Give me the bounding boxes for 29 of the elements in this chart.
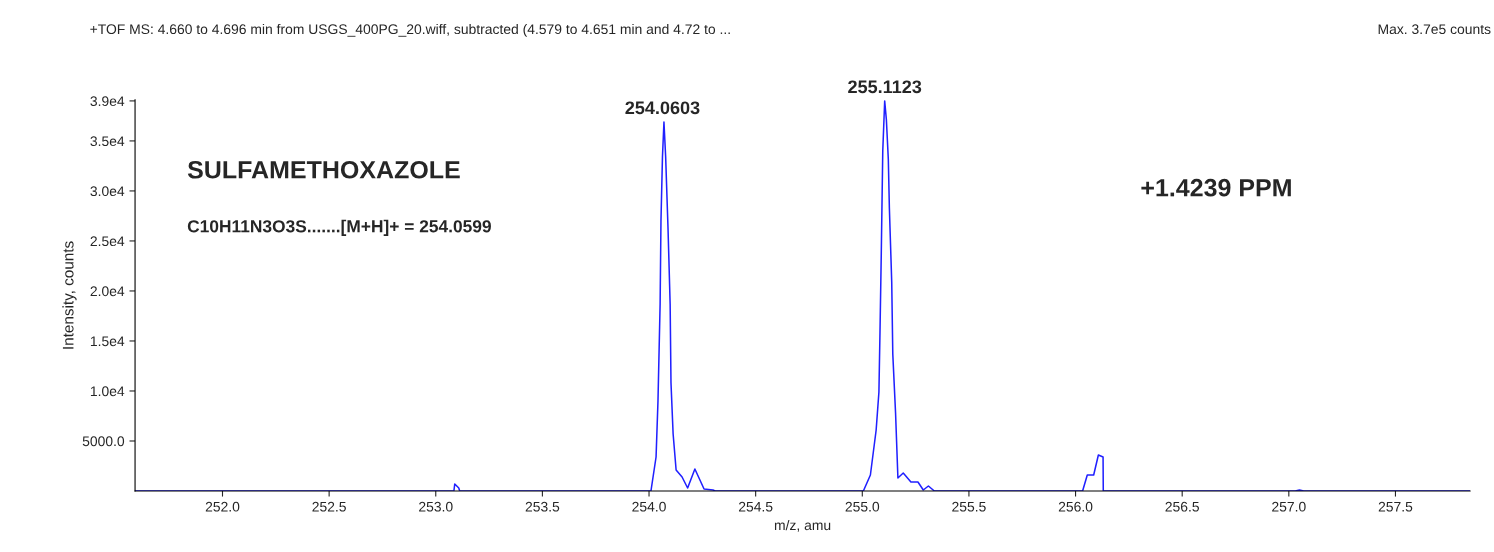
x-tick-label: 252.0	[205, 501, 240, 512]
y-axis-title: Intensity, counts	[62, 241, 77, 349]
x-tick-label: 256.0	[1058, 501, 1093, 512]
annotation: 255.1123	[848, 80, 922, 94]
chart-subtitle: Max. 3.7e5 counts	[1378, 24, 1491, 35]
y-tick-label: 2.0e4	[90, 286, 125, 297]
x-tick-label: 257.5	[1378, 501, 1413, 512]
annotation: 254.0603	[625, 101, 700, 115]
x-tick-label: 254.5	[738, 501, 773, 512]
chart-title: +TOF MS: 4.660 to 4.696 min from USGS_400PG_20.wiff, subtracted (4.579 to 4.651 min and 4.72 to ...	[90, 23, 730, 37]
x-tick-label: 253.5	[525, 501, 560, 512]
x-tick-label: 254.0	[632, 501, 666, 512]
x-tick-label: 255.5	[952, 501, 986, 512]
x-tick-label: 257.0	[1272, 501, 1306, 512]
annotation: +1.4239 PPM	[1141, 178, 1291, 197]
x-tick-label: 255.0	[845, 501, 880, 512]
y-tick-label: 5000.0	[82, 436, 125, 447]
y-tick-label: 1.5e4	[90, 336, 125, 347]
x-tick-label: 253.0	[419, 501, 453, 512]
x-tick-label: 256.5	[1165, 501, 1199, 512]
y-tick-label: 2.5e4	[90, 236, 125, 247]
y-tick-label: 3.0e4	[90, 186, 125, 197]
y-tick-label: 1.0e4	[90, 386, 125, 397]
x-axis-title: m/z, amu	[774, 519, 831, 532]
y-tick-label: 3.5e4	[90, 136, 125, 147]
y-tick-label: 3.9e4	[90, 96, 125, 107]
annotation: SULFAMETHOXAZOLE	[187, 160, 460, 179]
x-tick-label: 252.5	[312, 501, 346, 512]
annotation: C10H11N3O3S.......[M+H]+ = 254.0599	[187, 219, 491, 236]
